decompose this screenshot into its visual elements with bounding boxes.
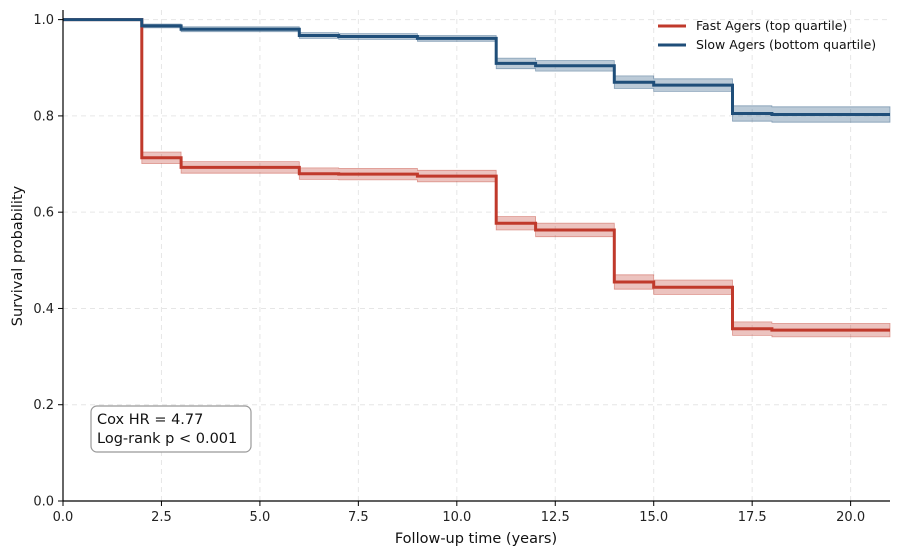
- legend-label-fast: Fast Agers (top quartile): [696, 18, 847, 33]
- annotation-hazard-ratio: Cox HR = 4.77: [97, 412, 203, 428]
- y-tick-label: 0.0: [33, 495, 54, 510]
- annotation-frame: [90, 405, 252, 453]
- x-tick-label: 0.0: [53, 510, 74, 525]
- confidence-bands: [63, 19, 891, 338]
- y-tick-label: 0.6: [33, 206, 54, 221]
- y-tick-label: 0.2: [33, 398, 54, 413]
- confidence-band-1: [63, 19, 891, 123]
- survival-line-1: [63, 18, 890, 116]
- stats-annotation-box: Cox HR = 4.77 Log-rank p < 0.001: [90, 405, 252, 453]
- x-tick-label: 5.0: [250, 510, 271, 525]
- y-axis-label: Survival probability: [10, 185, 26, 326]
- x-tick-label: 20.0: [836, 510, 865, 525]
- x-tick-label: 7.5: [348, 510, 369, 525]
- x-tick-label: 17.5: [738, 510, 767, 525]
- x-tick-label: 12.5: [541, 510, 570, 525]
- x-tick-label: 10.0: [442, 510, 471, 525]
- y-ticks: 0.0 0.2 0.4 0.6 0.8 1.0: [33, 13, 63, 510]
- survival-line-0: [63, 18, 890, 332]
- x-tick-label: 15.0: [639, 510, 668, 525]
- y-tick-label: 0.8: [33, 109, 54, 124]
- y-tick-label: 1.0: [33, 13, 54, 28]
- annotation-log-rank: Log-rank p < 0.001: [97, 431, 237, 447]
- survival-curves: [63, 18, 890, 332]
- x-tick-label: 2.5: [151, 510, 172, 525]
- x-axis-label: Follow-up time (years): [395, 531, 557, 547]
- confidence-band-0: [63, 19, 891, 338]
- x-ticks: 0.0 2.5 5.0 7.5 10.0 12.5 15.0 17.5 20.0: [53, 501, 865, 525]
- legend: Fast Agers (top quartile) Slow Agers (bo…: [658, 18, 876, 52]
- legend-label-slow: Slow Agers (bottom quartile): [696, 37, 876, 52]
- y-tick-label: 0.4: [33, 302, 54, 317]
